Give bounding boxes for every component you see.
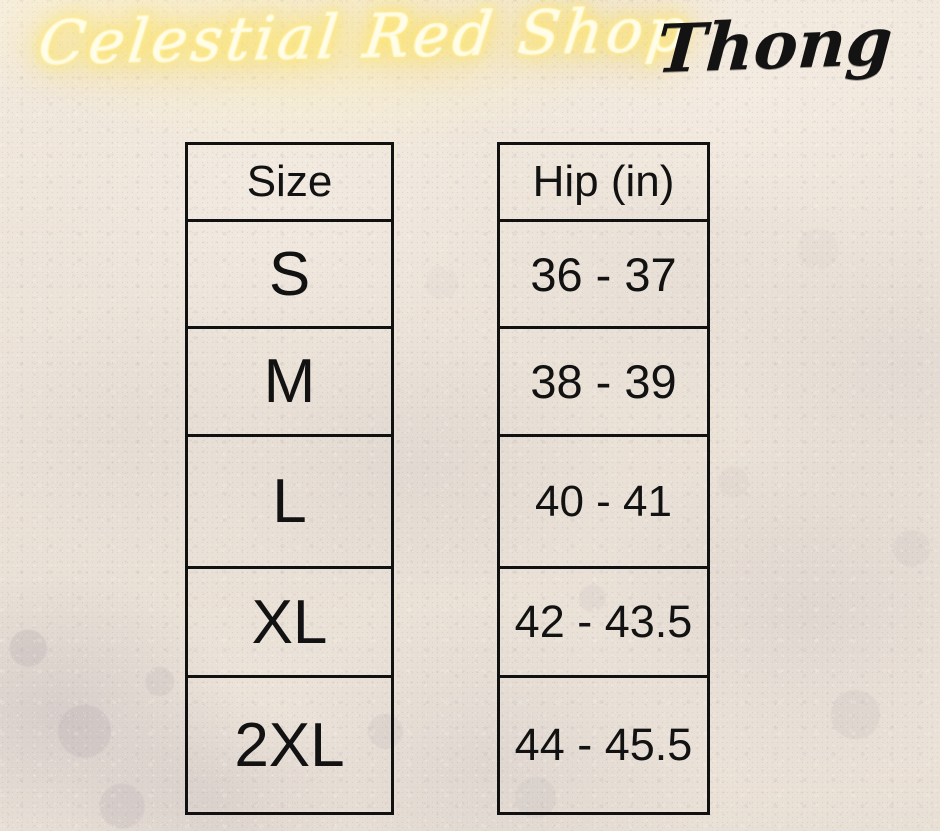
- table-row: S: [188, 222, 391, 329]
- hip-value-l: 40 - 41: [535, 476, 672, 526]
- table-row: 40 - 41: [500, 437, 707, 569]
- table-row: XL: [188, 569, 391, 678]
- table-row: 2XL: [188, 678, 391, 812]
- table-row: 38 - 39: [500, 329, 707, 437]
- hip-value-2xl: 44 - 45.5: [514, 719, 693, 770]
- size-value-m: M: [263, 347, 316, 416]
- size-column-header: Size: [188, 145, 391, 222]
- size-value-l: L: [272, 467, 307, 536]
- size-column-table: Size S M L XL 2XL: [185, 142, 394, 815]
- size-value-s: S: [268, 239, 311, 309]
- table-row: 44 - 45.5: [500, 678, 707, 812]
- table-row: 42 - 43.5: [500, 569, 707, 678]
- brand-logo-neon-text: Celestial Red Shop: [34, 0, 694, 79]
- table-row: M: [188, 329, 391, 437]
- page-title: Thong: [654, 1, 895, 89]
- size-value-xl: XL: [251, 587, 328, 657]
- hip-value-xl: 42 - 43.5: [514, 596, 693, 647]
- table-row: 36 - 37: [500, 222, 707, 329]
- hip-column-header-label: Hip (in): [532, 157, 675, 206]
- table-row: L: [188, 437, 391, 569]
- hip-value-m: 38 - 39: [530, 355, 677, 408]
- header: Celestial Red Shop Thong: [0, 0, 940, 140]
- hip-column-header: Hip (in): [500, 145, 707, 222]
- size-value-2xl: 2XL: [234, 710, 345, 780]
- hip-value-s: 36 - 37: [530, 247, 677, 301]
- size-column-header-label: Size: [246, 157, 333, 206]
- hip-column-table: Hip (in) 36 - 37 38 - 39 40 - 41 42 - 43…: [497, 142, 710, 815]
